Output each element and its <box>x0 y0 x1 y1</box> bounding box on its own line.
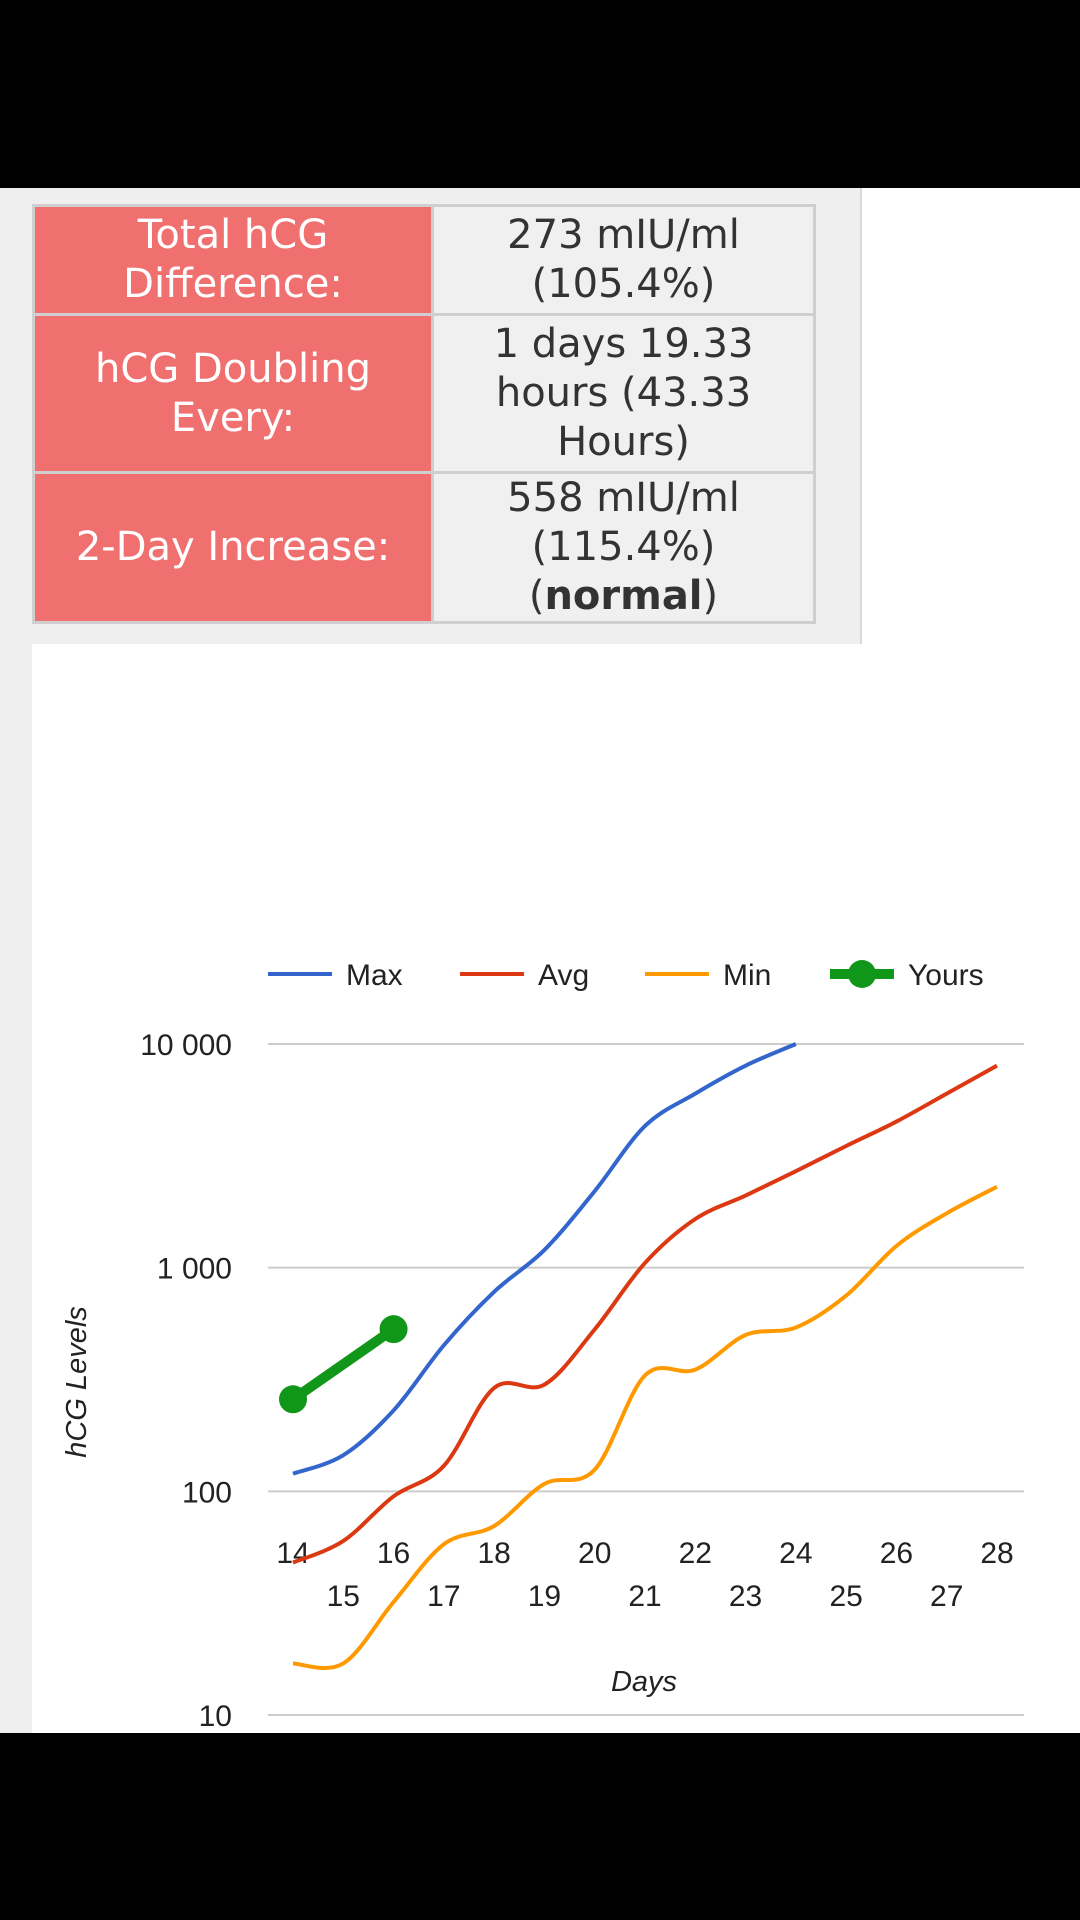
y-tick-label: 10 000 <box>140 1029 232 1062</box>
y-tick-label: 10 <box>199 1700 232 1733</box>
x-tick-label: 19 <box>528 1580 561 1613</box>
x-tick-label: 21 <box>628 1580 661 1613</box>
data-point-yours <box>279 1385 307 1414</box>
legend-label-yours: Yours <box>908 959 984 992</box>
hcg-chart: 10 100 1 000 10 000 14 15 16 17 18 19 20 21 22 23 24 2… <box>32 644 1080 1733</box>
x-tick-label: 24 <box>779 1537 812 1570</box>
series-line-max <box>292 1042 797 1476</box>
row-label: hCG Doubling Every: <box>32 313 434 474</box>
y-tick-label: 100 <box>182 1476 232 1509</box>
page: Total hCG Difference: 273 mIU/ml (105.4%… <box>0 188 1080 1733</box>
x-tick-label: 15 <box>327 1580 360 1613</box>
left-margin <box>0 644 32 1733</box>
row-value: 558 mIU/ml (115.4%) (normal) <box>431 471 816 624</box>
series-line-min <box>292 1184 998 1670</box>
row-label: 2-Day Increase: <box>32 471 434 624</box>
results-panel: Total hCG Difference: 273 mIU/ml (105.4%… <box>0 188 862 644</box>
chart-svg: 10 100 1 000 10 000 14 15 16 17 18 19 20 21 22 23 24 2… <box>61 959 1024 1733</box>
table-row: Total hCG Difference: 273 mIU/ml (105.4%… <box>32 204 816 316</box>
legend: Max Avg Min Yours <box>268 959 984 992</box>
series-lines <box>279 1042 998 1670</box>
x-tick-label: 26 <box>880 1537 913 1570</box>
row-value: 1 days 19.33 hours (43.33 Hours) <box>431 313 816 474</box>
series-line-avg <box>292 1063 998 1565</box>
x-tick-label: 28 <box>980 1537 1013 1570</box>
x-tick-label: 22 <box>679 1537 712 1570</box>
legend-label-min: Min <box>723 959 771 992</box>
x-tick-label: 17 <box>427 1580 460 1613</box>
data-point-yours <box>379 1315 408 1344</box>
legend-label-avg: Avg <box>538 959 589 992</box>
x-axis-label: Days <box>611 1666 677 1698</box>
x-tick-label: 25 <box>829 1580 862 1613</box>
results-table: Total hCG Difference: 273 mIU/ml (105.4%… <box>32 204 816 624</box>
y-axis-label: hCG Levels <box>61 1306 93 1458</box>
x-tick-label: 23 <box>729 1580 762 1613</box>
table-row: 2-Day Increase: 558 mIU/ml (115.4%) (nor… <box>32 471 816 624</box>
grid-lines <box>268 1043 1024 1716</box>
x-tick-label: 16 <box>377 1537 410 1570</box>
series-line-yours <box>288 1324 399 1405</box>
y-tick-label: 1 000 <box>157 1253 232 1286</box>
increase-value: 558 mIU/ml (115.4%) ( <box>507 475 740 619</box>
table-row: hCG Doubling Every: 1 days 19.33 hours (… <box>32 313 816 474</box>
increase-suffix: ) <box>702 573 719 619</box>
legend-marker-yours <box>848 960 876 988</box>
x-tick-label: 27 <box>930 1580 963 1613</box>
row-label: Total hCG Difference: <box>32 204 434 316</box>
increase-status: normal <box>544 573 703 619</box>
row-value: 273 mIU/ml (105.4%) <box>431 204 816 316</box>
x-tick-label: 14 <box>276 1537 309 1570</box>
legend-label-max: Max <box>346 959 403 992</box>
x-tick-label: 18 <box>477 1537 510 1570</box>
x-tick-label: 20 <box>578 1537 611 1570</box>
x-axis-ticks: 14 15 16 17 18 19 20 21 22 23 24 25 26 27 28 <box>276 1537 1013 1613</box>
y-axis-ticks: 10 100 1 000 10 000 <box>140 1029 232 1733</box>
